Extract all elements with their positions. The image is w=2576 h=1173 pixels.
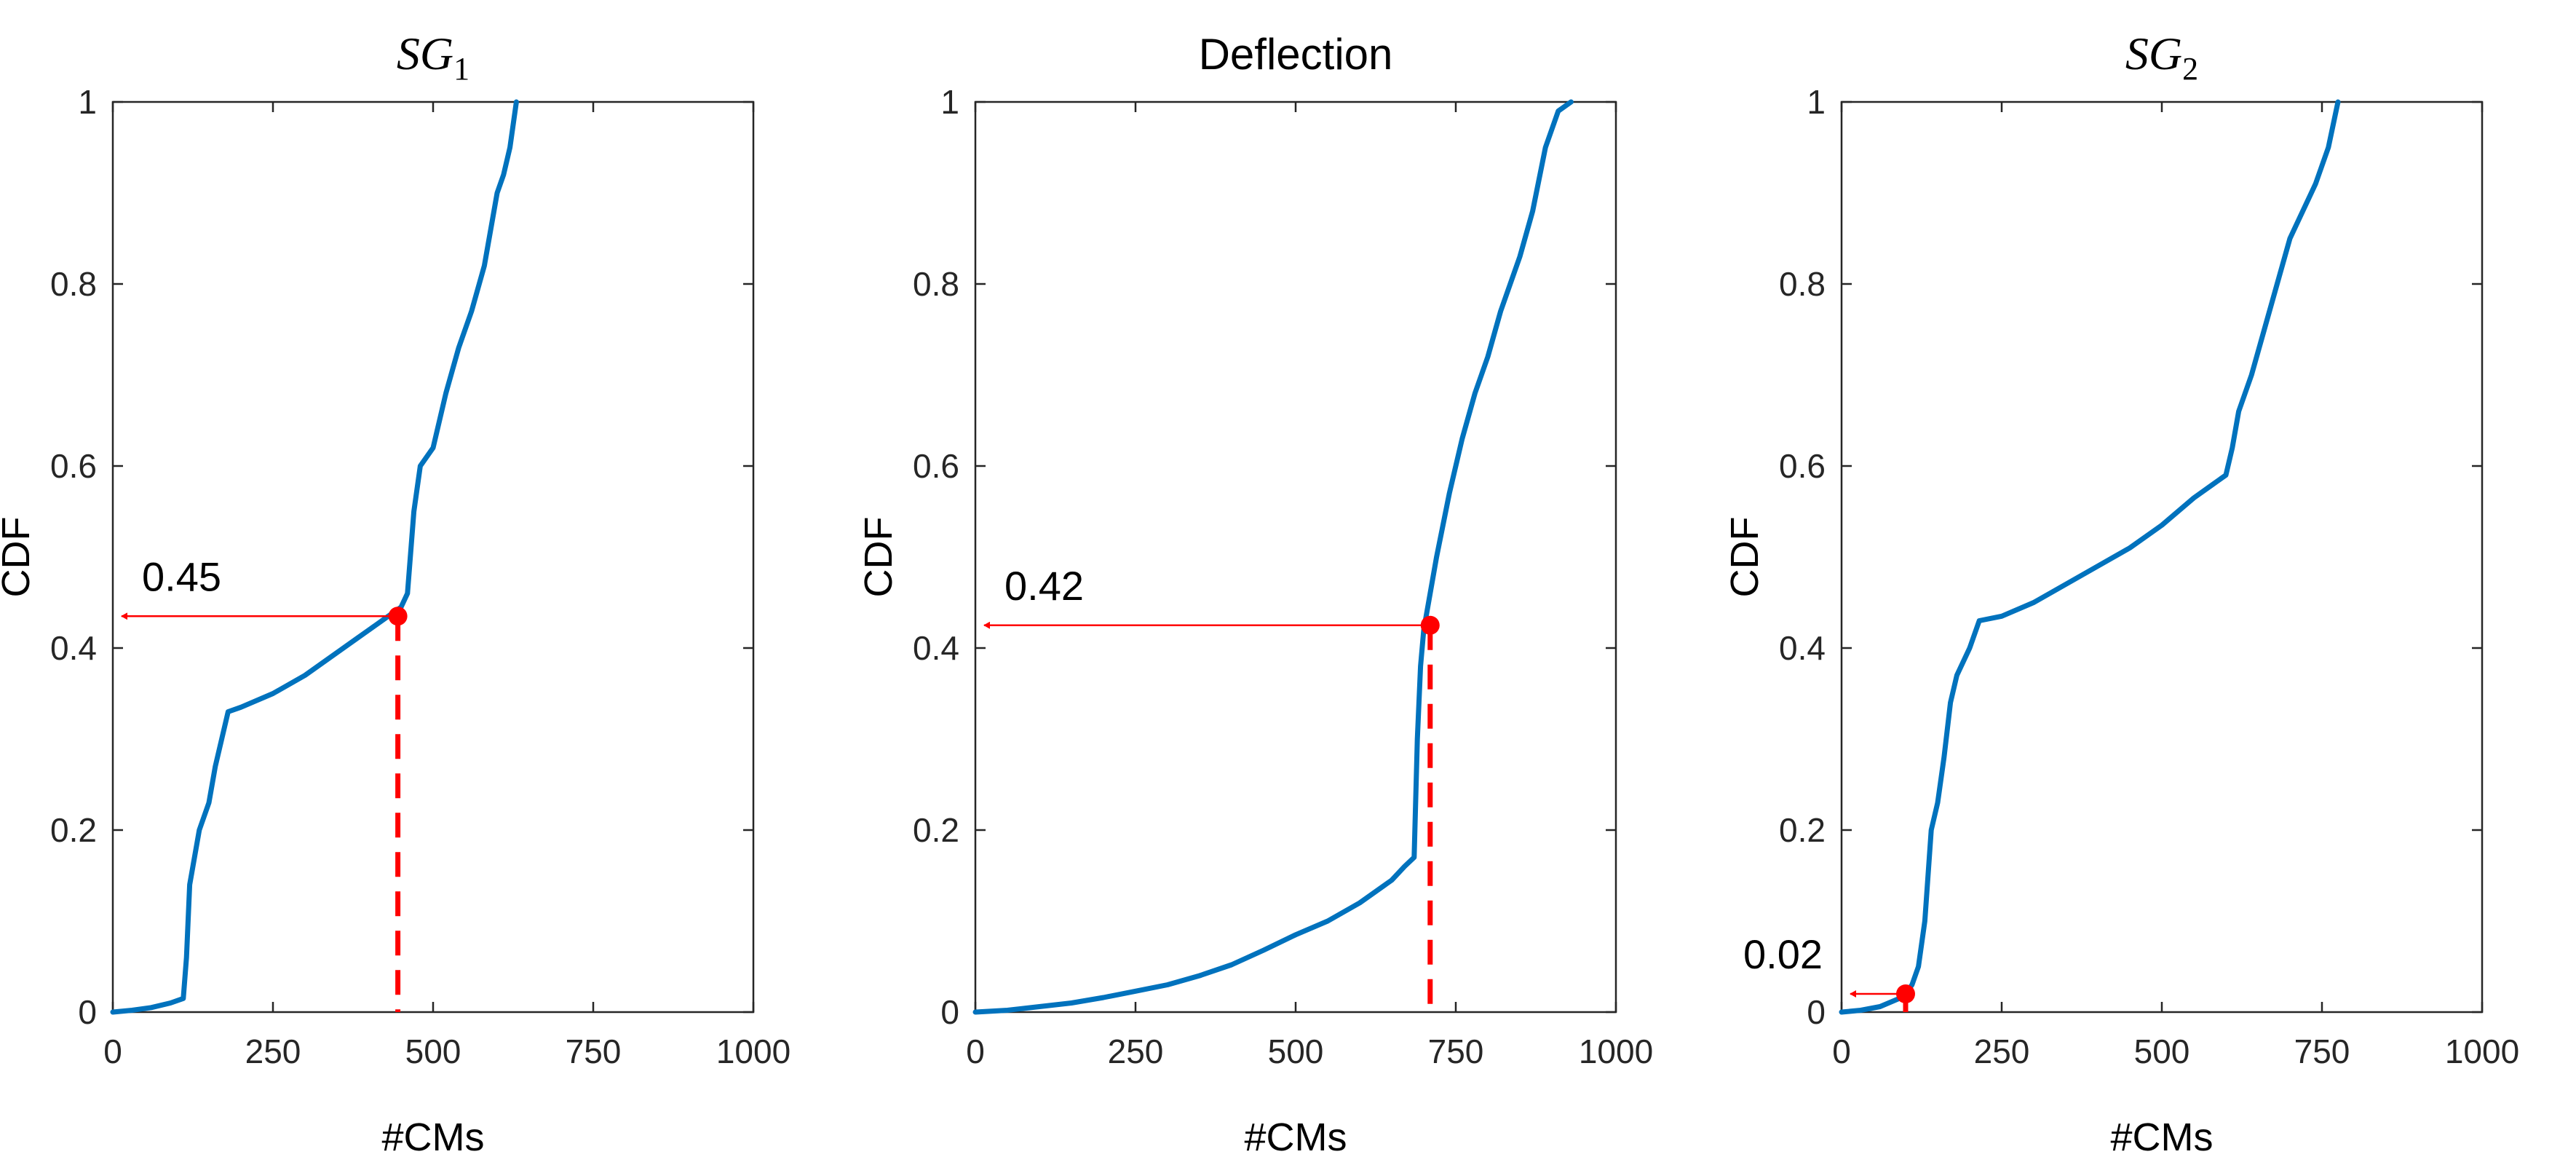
y-axis-label: CDF [857,517,900,598]
x-tick-label: 1000 [716,1032,790,1070]
y-axis-label: CDF [0,517,38,598]
chart-title: Deflection [1199,30,1393,79]
x-tick-label: 250 [1108,1032,1164,1070]
y-tick-label: 0.8 [50,265,97,303]
x-tick-label: 750 [1428,1032,1484,1070]
y-tick-label: 0.4 [1779,629,1826,667]
y-tick-label: 0.4 [913,629,959,667]
y-tick-label: 0.6 [1779,447,1826,485]
x-tick-label: 0 [1832,1032,1851,1070]
panel-3: 0 250 500 750 1000 0 0.2 0.4 0.6 0.8 1 #CMs CDF SG2 0.… [1723,28,2519,1159]
annotation-label: 0.45 [142,553,221,599]
chart-title: SG2 [2125,28,2198,87]
y-tick-label: 0.6 [50,447,97,485]
x-tick-label: 500 [1268,1032,1324,1070]
x-axis-label: #CMs [1244,1115,1347,1159]
cdf-line [972,99,1574,1015]
x-axis-label: #CMs [381,1115,484,1159]
y-tick-label: 0.2 [50,811,97,849]
y-tick-label: 0 [78,993,97,1031]
cdf-line [1839,99,2341,1015]
y-tick-label: 1 [78,83,97,121]
y-tick-label: 0.6 [913,447,959,485]
y-tick-label: 1 [940,83,959,121]
highlight-marker [388,607,408,626]
y-tick-label: 1 [1807,83,1826,121]
x-tick-label: 0 [966,1032,985,1070]
x-axis-label: #CMs [2110,1115,2213,1159]
x-tick-label: 500 [2134,1032,2190,1070]
x-tick-label: 750 [566,1032,622,1070]
chart-title-subscript: 1 [453,51,469,87]
panel-1: 0 250 500 750 100000.20.40.60.81#CMsCDFSG10.… [0,28,790,1159]
annotation-label: 0.42 [1004,563,1084,609]
x-tick-label: 0 [103,1032,122,1070]
x-tick-label: 750 [2294,1032,2350,1070]
x-tick-label: 250 [1974,1032,2030,1070]
chart-title-main: SG [2125,28,2182,79]
panel-2: 0 250 500 750 1000 0 0.2 0.4 0.6 0.8 1 #CMs CDF Defle… [857,30,1653,1159]
x-tick-label: 1000 [1579,1032,1653,1070]
chart-title: SG1 [397,28,469,87]
axes-box [974,100,1617,1014]
y-tick-label: 0 [1807,993,1826,1031]
highlight-marker [1896,984,1915,1003]
y-tick-label: 0.2 [1779,811,1826,849]
chart-title-main: SG [397,28,453,79]
cdf-line [110,99,519,1015]
y-tick-label: 0.2 [913,811,959,849]
x-tick-label: 250 [245,1032,301,1070]
highlight-marker [1420,615,1440,635]
y-tick-label: 0.8 [1779,265,1826,303]
axes-box [1840,100,2484,1014]
chart-title-subscript: 2 [2182,51,2198,87]
x-tick-label: 1000 [2445,1032,2519,1070]
y-tick-label: 0.4 [50,629,97,667]
y-tick-label: 0.8 [913,265,959,303]
x-tick-label: 500 [405,1032,461,1070]
annotation-label: 0.02 [1743,931,1823,977]
y-axis-label: CDF [1723,517,1767,598]
y-tick-label: 0 [940,993,959,1031]
